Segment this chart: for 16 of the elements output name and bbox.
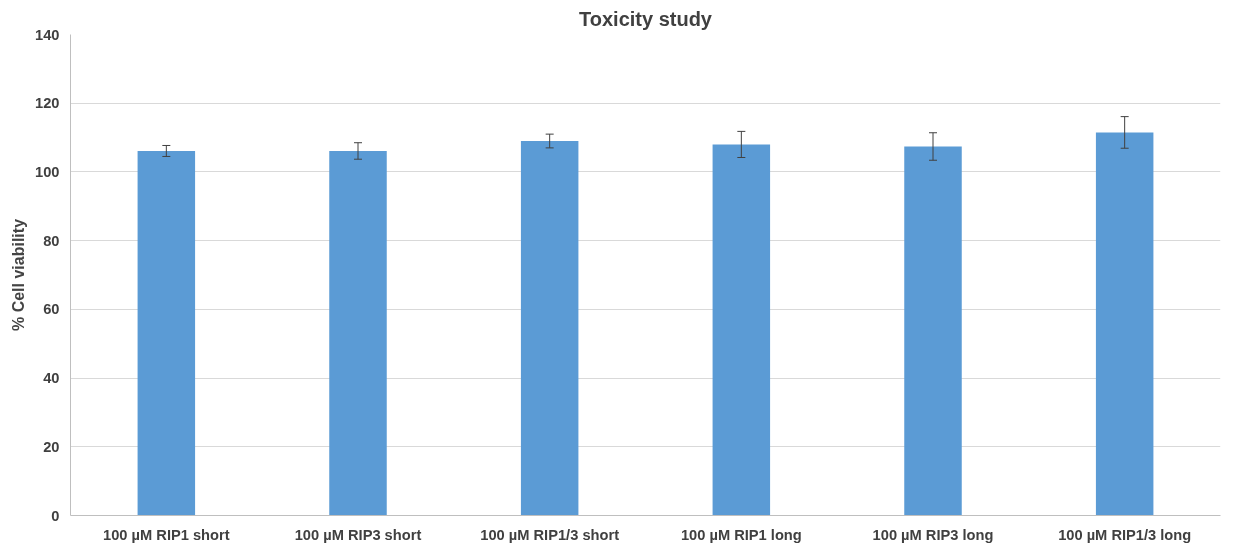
y-tick-label: 120: [35, 95, 60, 112]
y-tick-label: 0: [51, 507, 60, 524]
y-tick-label: 80: [43, 232, 60, 249]
y-tick-label: 140: [35, 26, 60, 43]
x-tick-label: 100 µM RIP1/3 long: [1058, 526, 1192, 543]
y-tick-label: 100: [35, 163, 60, 180]
x-tick-label: 100 µM RIP1 short: [103, 526, 230, 543]
y-tick-label: 40: [43, 370, 60, 387]
x-tick-label: 100 µM RIP3 short: [294, 526, 422, 543]
y-tick-label: 20: [43, 438, 60, 455]
y-tick-label: 60: [43, 301, 60, 318]
x-tick-label: 100 µM RIP1/3 short: [480, 526, 620, 543]
x-tick-label: 100 µM RIP1 long: [680, 526, 802, 543]
y-axis-title: % Cell viability: [10, 218, 28, 332]
chart-title: Toxicity study: [579, 7, 713, 30]
x-tick-label: 100 µM RIP3 long: [872, 526, 994, 543]
